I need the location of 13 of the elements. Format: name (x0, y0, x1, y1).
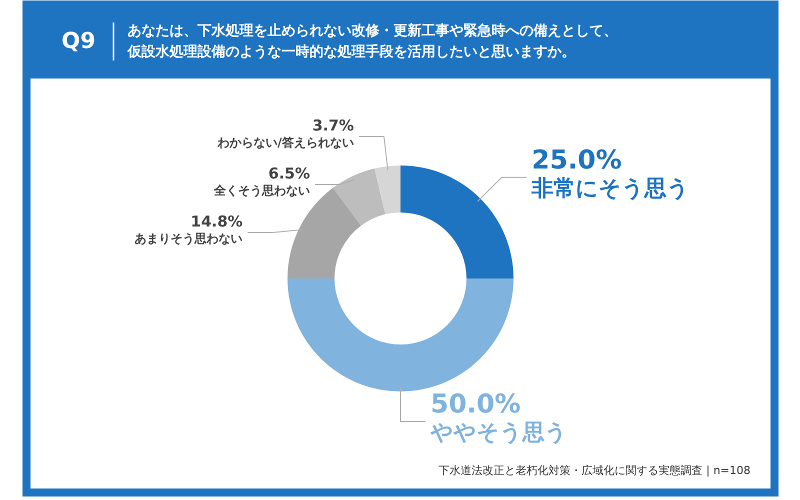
data-label: 3.7% (312, 116, 354, 134)
data-label: 25.0% (532, 145, 622, 176)
slice-label: 全くそう思わない (213, 183, 310, 198)
chart-subtitle: あなたは、下水処理を止められない改修・更新工事や緊急時への備えとして、仮設水処理設備のような一時的な処理手段を活用したいと思いますか。 (126, 22, 618, 60)
slice-label: わからない/答えられない (216, 135, 354, 150)
slice-label: 非常にそう思う (530, 176, 690, 202)
data-label: 6.5% (268, 164, 310, 182)
data-label: 14.8% (190, 212, 243, 230)
slice-label: ややそう思う (430, 420, 568, 446)
text: 下水道法改正と老朽化対策・広域化に関する実態調査 | n=108 (438, 464, 751, 477)
slice-label: あまりそう思わない (134, 231, 243, 246)
chart-title: Q9 (61, 29, 96, 54)
data-label: 50.0% (430, 390, 521, 420)
